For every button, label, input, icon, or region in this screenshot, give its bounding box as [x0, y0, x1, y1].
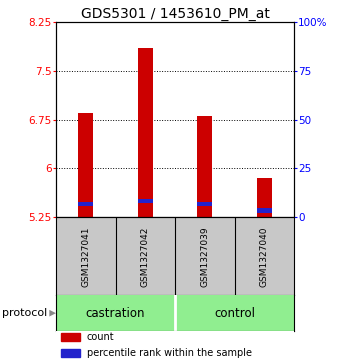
Text: GSM1327040: GSM1327040: [260, 226, 269, 286]
Bar: [138, 199, 153, 203]
Text: GSM1327041: GSM1327041: [81, 226, 90, 286]
Text: percentile rank within the sample: percentile rank within the sample: [87, 348, 252, 358]
Bar: [78, 113, 93, 217]
Bar: [138, 48, 153, 217]
Text: GSM1327039: GSM1327039: [200, 226, 209, 287]
Bar: [78, 202, 93, 207]
Text: GSM1327042: GSM1327042: [141, 226, 150, 286]
Bar: [197, 202, 212, 207]
Text: protocol: protocol: [2, 308, 47, 318]
Bar: [56, 295, 175, 331]
Bar: [257, 178, 272, 217]
Bar: [61, 333, 80, 341]
Bar: [257, 208, 272, 213]
Text: control: control: [214, 307, 255, 320]
Text: castration: castration: [86, 307, 145, 320]
Text: count: count: [87, 332, 114, 342]
Bar: [175, 295, 294, 331]
Bar: [197, 116, 212, 217]
Bar: [61, 349, 80, 357]
Title: GDS5301 / 1453610_PM_at: GDS5301 / 1453610_PM_at: [80, 7, 270, 21]
